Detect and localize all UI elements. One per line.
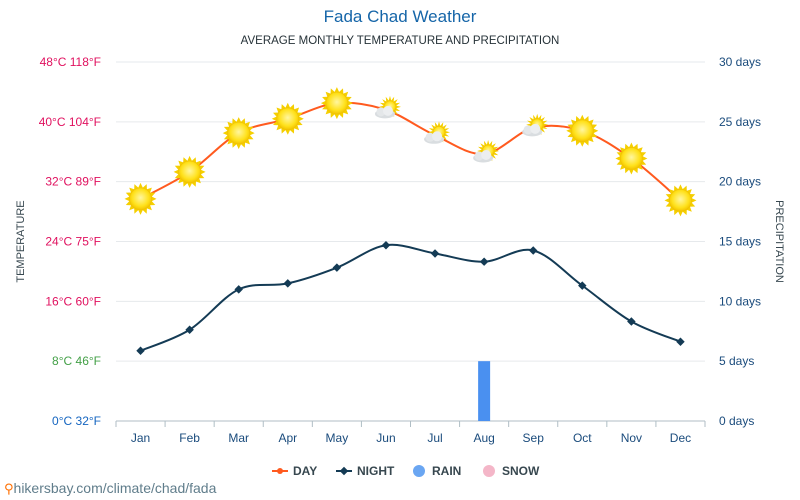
source-credit-text[interactable]: hikersbay.com/climate/chad/fada	[13, 480, 217, 496]
legend-item-rain: RAIN	[413, 464, 461, 478]
cloud-part	[432, 131, 443, 142]
day-temperature-line	[140, 101, 682, 202]
sun-disc	[669, 189, 692, 212]
legend-item-day: DAY	[272, 464, 317, 478]
night-point	[528, 246, 538, 255]
legend: DAY NIGHT RAIN SNOW	[272, 464, 540, 478]
y-right-tick-label: 5 days	[719, 354, 754, 368]
x-tick-label: May	[326, 431, 349, 445]
cloud-part	[530, 123, 541, 134]
legend-label: RAIN	[432, 464, 461, 478]
y-right-tick-label: 25 days	[719, 115, 761, 129]
cloud-part	[382, 105, 393, 116]
sun-disc	[620, 147, 643, 170]
sun-icon	[615, 142, 648, 175]
night-point	[381, 240, 391, 250]
y-right-tick-label: 30 days	[719, 55, 761, 69]
night-point	[430, 249, 440, 258]
sun-icon	[566, 114, 599, 147]
legend-label: DAY	[293, 464, 317, 478]
legend-item-snow: SNOW	[483, 464, 540, 478]
x-tick-label: Mar	[228, 431, 249, 445]
legend-label: NIGHT	[357, 464, 395, 478]
x-tick-label: Nov	[621, 431, 642, 445]
y-left-tick-label: 0°C 32°F	[52, 414, 101, 428]
x-tick-label: Sep	[523, 431, 545, 445]
sun-disc	[227, 121, 251, 145]
series-lines	[136, 101, 685, 355]
x-tick-label: Aug	[473, 431, 494, 445]
sun-disc	[178, 160, 201, 184]
night-point	[627, 317, 636, 326]
y-left-tick-label: 16°C 60°F	[45, 294, 101, 308]
y-left-tick-label: 40°C 104°F	[39, 115, 101, 129]
sun-disc	[570, 119, 594, 143]
x-tick-label: Dec	[670, 431, 691, 445]
night-point	[332, 263, 342, 272]
axes: 0°C 32°F 8°C 46°F 16°C 60°F 24°C 75°F 32°C 8…	[15, 55, 785, 445]
y-right-tick-label: 0 days	[719, 414, 754, 428]
partly-cloudy-icon	[424, 121, 450, 144]
night-point	[578, 281, 587, 290]
partly-cloudy-icon	[522, 113, 549, 137]
x-tick-label: Jul	[427, 431, 442, 445]
sun-icon	[664, 184, 697, 217]
chart-title: Fada Chad Weather	[323, 7, 477, 26]
weather-icons	[124, 87, 697, 217]
sun-icon	[124, 182, 157, 215]
cloud-part	[481, 149, 492, 160]
sun-disc	[325, 91, 349, 115]
x-tick-label: Feb	[179, 431, 200, 445]
y-left-tick-label: 48°C 118°F	[40, 55, 101, 69]
legend-swatch	[339, 466, 349, 476]
rain-bars	[478, 361, 491, 421]
night-point	[479, 257, 489, 266]
x-tick-label: Apr	[278, 431, 297, 445]
legend-swatch	[277, 468, 283, 474]
location-pin-icon: ⚲	[4, 481, 14, 496]
legend-label: SNOW	[502, 464, 540, 478]
x-tick-label: Jun	[376, 431, 395, 445]
night-point	[283, 279, 293, 288]
y-right-tick-label: 20 days	[719, 175, 761, 189]
y-left-tick-label: 32°C 89°F	[45, 175, 101, 189]
x-tick-label: Oct	[573, 431, 592, 445]
x-tick-label: Jan	[131, 431, 150, 445]
y-left-tick-label: 8°C 46°F	[52, 354, 101, 368]
night-point	[185, 325, 194, 334]
y-right-tick-label: 10 days	[719, 294, 761, 308]
y-right-axis-label: PRECIPITATION	[773, 200, 785, 283]
sun-icon	[222, 117, 255, 150]
source-credit[interactable]: ⚲hikersbay.com/climate/chad/fada	[4, 480, 216, 497]
sun-icon	[271, 102, 304, 135]
y-left-axis-label: TEMPERATURE	[15, 200, 27, 282]
sun-disc	[129, 187, 152, 211]
sun-disc	[276, 107, 300, 131]
night-point	[136, 346, 145, 355]
chart-subtitle: AVERAGE MONTHLY TEMPERATURE AND PRECIPIT…	[240, 35, 560, 47]
sun-icon	[320, 87, 353, 120]
legend-item-night: NIGHT	[336, 464, 395, 478]
legend-swatch	[413, 465, 425, 477]
partly-cloudy-icon	[374, 95, 401, 119]
partly-cloudy-icon	[473, 140, 500, 163]
gridlines	[116, 61, 705, 422]
night-point	[676, 337, 685, 346]
night-point	[234, 285, 243, 294]
rain-bar	[478, 361, 491, 421]
sun-icon	[173, 155, 206, 188]
legend-swatch	[483, 465, 495, 477]
y-right-tick-label: 15 days	[719, 235, 761, 249]
night-temperature-line	[140, 243, 681, 352]
y-left-tick-label: 24°C 75°F	[45, 235, 101, 249]
